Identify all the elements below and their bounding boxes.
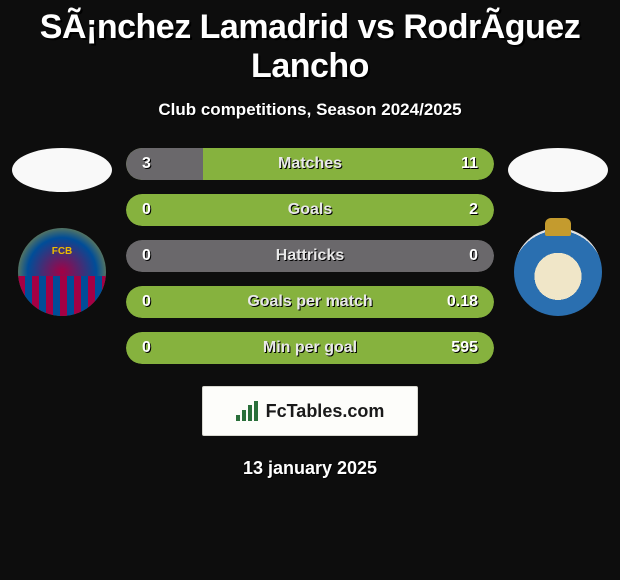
stat-label: Matches: [278, 155, 342, 173]
stat-value-left: 3: [142, 155, 151, 173]
stat-bar: 3 Matches 11: [126, 148, 494, 180]
stats-column: 3 Matches 11 0 Goals 2 0 Hattricks 0 0 Goals per m…: [118, 148, 502, 364]
comparison-card: SÃ¡nchez Lamadrid vs RodrÃ­guez Lancho C…: [0, 0, 620, 479]
stat-bar: 0 Goals 2: [126, 194, 494, 226]
stat-label: Goals: [288, 201, 332, 219]
left-player-placeholder: [12, 148, 112, 192]
page-title: SÃ¡nchez Lamadrid vs RodrÃ­guez Lancho: [0, 8, 620, 86]
brand-chart-icon: [236, 401, 258, 421]
stat-bar: 0 Min per goal 595: [126, 332, 494, 364]
stat-bar: 0 Hattricks 0: [126, 240, 494, 272]
main-row: 3 Matches 11 0 Goals 2 0 Hattricks 0 0 Goals per m…: [0, 148, 620, 364]
brand-box[interactable]: FcTables.com: [202, 386, 418, 436]
brand-text: FcTables.com: [266, 401, 385, 422]
stat-value-right: 2: [469, 201, 478, 219]
right-side: [502, 148, 614, 316]
stat-value-right: 11: [461, 155, 478, 173]
stat-label: Min per goal: [263, 339, 357, 357]
date: 13 january 2025: [0, 458, 620, 479]
stat-value-left: 0: [142, 201, 151, 219]
left-club-badge: [18, 228, 106, 316]
stat-label: Hattricks: [276, 247, 344, 265]
stat-value-right: 595: [451, 339, 478, 357]
right-club-badge: [514, 228, 602, 316]
subtitle: Club competitions, Season 2024/2025: [0, 100, 620, 120]
stat-value-left: 0: [142, 247, 151, 265]
left-side: [6, 148, 118, 316]
stat-value-right: 0.18: [447, 293, 478, 311]
stat-value-left: 0: [142, 293, 151, 311]
stat-label: Goals per match: [247, 293, 372, 311]
stat-value-left: 0: [142, 339, 151, 357]
stat-value-right: 0: [469, 247, 478, 265]
right-player-placeholder: [508, 148, 608, 192]
stat-bar: 0 Goals per match 0.18: [126, 286, 494, 318]
